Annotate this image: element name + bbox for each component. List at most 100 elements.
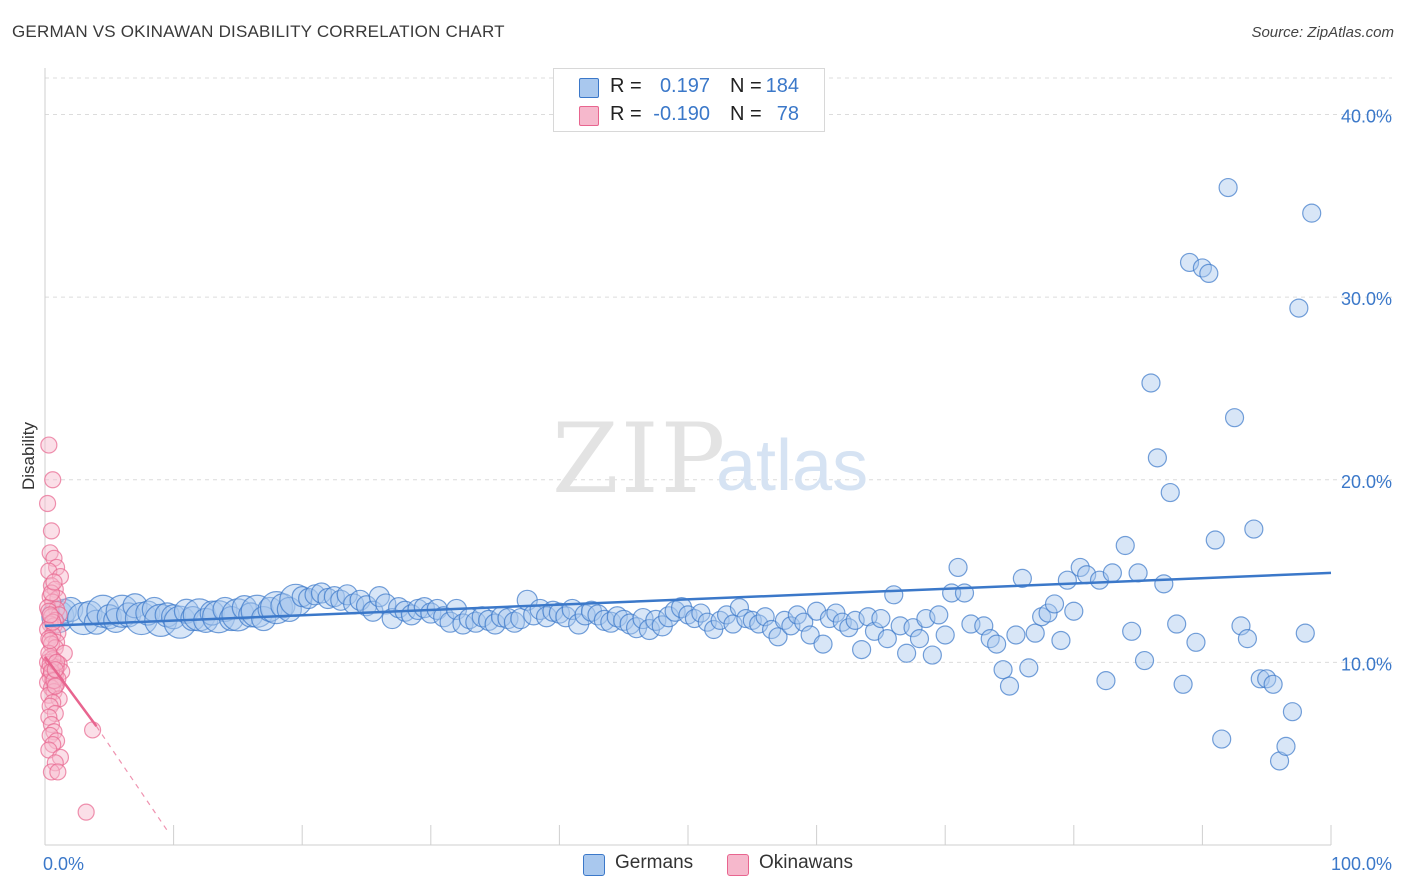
german-point xyxy=(212,596,238,623)
german-point xyxy=(161,604,187,630)
german-point xyxy=(1295,623,1315,643)
german-point xyxy=(742,610,762,630)
german-point xyxy=(897,643,917,663)
german-point xyxy=(852,639,872,660)
okinawan-point xyxy=(42,763,61,781)
okinawans-label: Okinawans xyxy=(759,852,853,873)
y-tick-label: 40.0% xyxy=(1341,107,1392,127)
legend-row-okinawans: R = -0.190 N = 78 xyxy=(554,101,824,129)
legend-r-value: 0.197 xyxy=(659,75,710,97)
german-point xyxy=(548,602,571,624)
chart-title: GERMAN VS OKINAWAN DISABILITY CORRELATIO… xyxy=(12,22,505,41)
german-point xyxy=(813,634,833,654)
y-tick-label: 30.0% xyxy=(1341,289,1392,309)
german-point xyxy=(1167,614,1187,634)
german-point xyxy=(1186,632,1206,652)
german-point xyxy=(1224,408,1245,428)
german-point xyxy=(122,593,148,619)
y-tick-label: 10.0% xyxy=(1341,654,1392,674)
german-point xyxy=(298,587,320,610)
german-point xyxy=(916,608,936,629)
okinawans-swatch xyxy=(727,854,749,876)
okinawan-point xyxy=(83,721,102,739)
german-point xyxy=(1289,298,1309,318)
legend-r-value: -0.190 xyxy=(653,103,710,125)
german-point xyxy=(1102,563,1122,583)
german-point xyxy=(1263,674,1283,694)
german-point xyxy=(103,607,129,633)
legend-n-value: 184 xyxy=(765,75,799,97)
german-point xyxy=(1199,263,1219,284)
german-point xyxy=(1282,702,1303,722)
okinawans-swatch xyxy=(579,106,599,126)
german-point xyxy=(935,625,955,645)
german-point xyxy=(1006,625,1026,645)
german-point xyxy=(606,606,628,628)
german-point xyxy=(884,585,904,605)
german-point xyxy=(787,605,807,625)
german-point xyxy=(729,597,750,618)
germans-trend-line xyxy=(44,571,1332,628)
okinawan-point xyxy=(38,494,57,513)
german-point xyxy=(845,610,865,630)
okinawan-point xyxy=(40,436,58,454)
german-point xyxy=(574,604,596,626)
german-point xyxy=(768,627,788,647)
legend-r-label: R = xyxy=(610,103,642,125)
german-point xyxy=(115,602,142,628)
german-point xyxy=(1218,177,1238,198)
german-point xyxy=(1134,650,1155,671)
german-point xyxy=(1302,203,1322,223)
german-point xyxy=(839,618,859,638)
legend-n-label: N = xyxy=(730,75,762,97)
german-point xyxy=(420,602,442,624)
watermark-atlas: atlas xyxy=(716,426,868,506)
german-point xyxy=(1064,601,1084,621)
germans-swatch xyxy=(583,854,605,876)
correlation-legend: R = 0.197 N = 184 R = -0.190 N = 78 xyxy=(553,68,825,132)
german-point xyxy=(497,607,519,630)
german-point xyxy=(1147,448,1167,468)
german-point xyxy=(619,613,641,635)
legend-row-germans: R = 0.197 N = 184 xyxy=(554,73,824,101)
okinawan-point xyxy=(44,471,62,489)
german-point xyxy=(1032,607,1052,627)
german-point xyxy=(1205,530,1225,550)
axes xyxy=(44,68,1332,846)
german-point xyxy=(1237,629,1258,649)
german-point xyxy=(1160,482,1180,503)
german-point xyxy=(1012,568,1032,588)
y-tick-label: 20.0% xyxy=(1341,472,1392,492)
okinawan-point xyxy=(49,763,67,781)
german-point xyxy=(1244,519,1264,539)
german-point xyxy=(1141,373,1161,393)
german-point xyxy=(1154,574,1174,594)
okinawan-point xyxy=(46,677,64,695)
okinawan-point xyxy=(77,803,95,821)
x-tick-label: 100.0% xyxy=(1331,854,1392,874)
german-point xyxy=(877,629,897,649)
watermark-zip: ZIP xyxy=(552,403,727,515)
german-point xyxy=(999,676,1020,696)
german-point xyxy=(1070,557,1090,578)
german-point xyxy=(670,596,693,619)
german-point xyxy=(929,605,949,625)
okinawan-point xyxy=(41,631,59,650)
german-point xyxy=(1122,621,1142,641)
german-point xyxy=(1276,736,1296,756)
source-label: Source: ZipAtlas.com xyxy=(1251,24,1394,41)
legend-n-label: N = xyxy=(730,103,762,125)
german-point xyxy=(1019,658,1039,678)
okinawans-trend-extension xyxy=(95,725,168,831)
okinawan-point xyxy=(42,584,61,602)
german-point xyxy=(1044,594,1065,614)
german-point xyxy=(922,645,942,665)
german-point xyxy=(1025,623,1045,643)
grid-lines xyxy=(45,77,1392,663)
german-point xyxy=(781,616,801,636)
legend-r-label: R = xyxy=(610,75,642,97)
german-point xyxy=(1096,671,1116,691)
german-point xyxy=(1173,674,1193,694)
